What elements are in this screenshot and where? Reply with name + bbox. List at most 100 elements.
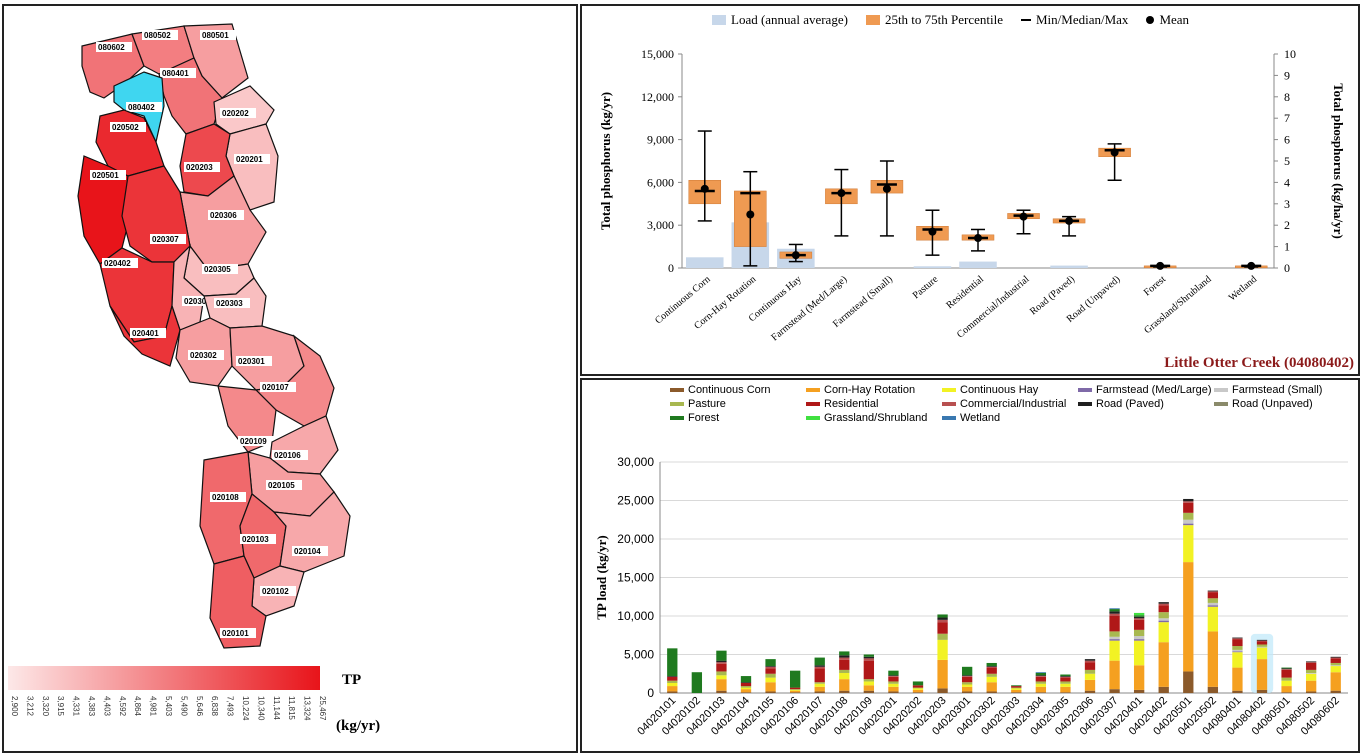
subwatershed-label: 020102: [262, 587, 289, 596]
bar-segment: [740, 692, 752, 693]
bar-segment: [1207, 592, 1219, 599]
bar-segment: [986, 676, 997, 683]
subwatershed-label: 080502: [144, 31, 171, 40]
category-label: Road (Paved): [1028, 274, 1077, 318]
legend-swatch: [806, 388, 820, 392]
bar-segment: [789, 689, 801, 691]
legend-label: Road (Unpaved): [1232, 398, 1313, 410]
mean-point: [1247, 261, 1256, 270]
bar-segment: [789, 670, 801, 688]
subwatershed-label: 020304: [184, 297, 211, 306]
y-tick-label: 9,000: [647, 133, 674, 147]
legend-item: Pasture: [670, 398, 806, 410]
bar-segment: [937, 633, 948, 640]
bar-segment: [1084, 690, 1096, 693]
bar-segment: [1330, 666, 1341, 673]
bar-segment: [1232, 652, 1243, 668]
bar-segment: [986, 662, 997, 667]
label-bg-020301: [236, 356, 272, 366]
bar-segment: [1330, 662, 1341, 666]
bar-segment: [1060, 677, 1071, 682]
bar-segment: [1011, 687, 1022, 689]
bar-segment: [937, 617, 948, 620]
bar-segment: [1060, 686, 1071, 693]
legend-item: Wetland: [942, 412, 1078, 424]
subwatershed-label: 020302: [190, 351, 217, 360]
bar-segment: [1256, 647, 1268, 660]
bar-segment: [839, 657, 850, 660]
bar-segment: [1084, 673, 1096, 680]
bar-segment: [1109, 616, 1120, 632]
y2-tick-label: 3: [1284, 197, 1290, 211]
bar-segment: [937, 622, 948, 634]
bar-segment: [1232, 667, 1243, 691]
subwatershed-label: 020104: [294, 547, 321, 556]
label-bg-020102: [260, 586, 296, 596]
bar-segment: [1109, 636, 1120, 640]
bar-segment: [961, 675, 973, 677]
load-bar: [1050, 265, 1088, 268]
bar-segment: [1133, 640, 1145, 666]
bar-segment: [1035, 681, 1047, 684]
bar-segment: [888, 683, 899, 687]
bar-segment: [1256, 639, 1268, 641]
legend-label: Commercial/Industrial: [960, 398, 1067, 410]
ramp-tick: 7,493: [226, 696, 235, 717]
bar-segment: [1084, 660, 1096, 663]
bar-segment: [888, 676, 899, 682]
mean-point: [791, 251, 800, 260]
load-bar: [959, 261, 997, 268]
y2-tick-label: 7: [1284, 111, 1290, 125]
bar-segment: [1035, 672, 1047, 673]
legend-label: Continuous Hay: [960, 384, 1039, 396]
category-label: Pasture: [911, 274, 941, 302]
legend-item: Farmstead (Med/Large): [1078, 384, 1214, 396]
label-bg-020101: [220, 628, 256, 638]
bar-segment: [1281, 692, 1292, 693]
subwatershed-label: 020109: [240, 437, 267, 446]
bar-segment: [1133, 629, 1145, 637]
bar-segment: [1060, 692, 1071, 693]
bar-segment: [1060, 676, 1071, 677]
loading-rate-chart-panel: Load (annual average) 25th to 75th Perce…: [580, 4, 1360, 376]
subwatershed-label: 020107: [262, 383, 289, 392]
bar-segment: [1035, 672, 1047, 676]
bar-segment: [1133, 615, 1145, 617]
legend-swatch: [942, 416, 956, 420]
label-bg-080602: [96, 42, 132, 52]
legend-label: Grassland/Shrubland: [824, 412, 928, 424]
bar-segment: [1183, 512, 1194, 520]
y-axis-title: TP load (kg/yr): [594, 535, 609, 620]
bar-segment: [1256, 659, 1268, 690]
ramp-tick: 4,981: [149, 696, 158, 717]
bar-segment: [716, 690, 727, 693]
bar-segment: [814, 668, 825, 683]
label-bg-080401: [160, 68, 196, 78]
bar-segment: [1183, 501, 1194, 503]
bar-segment: [937, 619, 948, 623]
bar-segment: [1183, 562, 1194, 672]
bar-segment: [1281, 680, 1292, 687]
bar-segment: [1330, 656, 1341, 658]
bar-segment: [1232, 646, 1243, 650]
load-bar: [913, 266, 952, 268]
legend-label: Road (Paved): [1096, 398, 1164, 410]
bar-segment: [1305, 672, 1317, 674]
bar-segment: [667, 676, 678, 681]
legend-mean: Mean: [1146, 12, 1189, 28]
bar-segment: [765, 673, 776, 678]
bar-segment: [789, 687, 801, 690]
y2-tick-label: 6: [1284, 133, 1290, 147]
bar-segment: [863, 679, 875, 682]
subwatershed-020101: [209, 555, 267, 649]
stacked-bar-chart: 0 5,000 10,000 15,000 20,000 25,000 30,000 TP l…: [594, 455, 1348, 738]
legend-label: Wetland: [960, 412, 1001, 424]
bar-segment: [1158, 618, 1169, 621]
ramp-tick: 2,900: [10, 696, 19, 717]
bar-segment: [667, 682, 678, 687]
subwatershed-label: 020502: [112, 123, 139, 132]
bar-segment: [1011, 685, 1022, 687]
bar-segment: [1183, 525, 1194, 563]
bar-segment: [716, 675, 727, 680]
bar-segment: [888, 686, 899, 692]
